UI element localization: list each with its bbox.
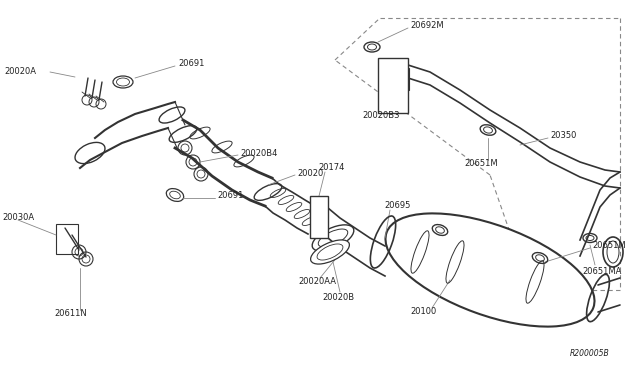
Text: 20695: 20695 — [384, 202, 410, 211]
Bar — [395, 68, 409, 90]
Text: 20692M: 20692M — [410, 22, 444, 31]
Text: R200005B: R200005B — [570, 349, 610, 358]
Bar — [310, 196, 328, 238]
Text: 20651M: 20651M — [592, 241, 626, 250]
Text: 20691: 20691 — [178, 60, 204, 68]
Text: 20174: 20174 — [318, 164, 344, 173]
Bar — [56, 224, 78, 254]
Text: 20020B3: 20020B3 — [362, 112, 399, 121]
Text: 20100: 20100 — [410, 308, 436, 317]
Text: 20020A: 20020A — [4, 67, 36, 77]
Text: 20611N: 20611N — [54, 308, 87, 317]
Text: 20020B: 20020B — [322, 294, 354, 302]
Text: 20350: 20350 — [550, 131, 577, 141]
Bar — [378, 58, 408, 113]
Text: 20020AA: 20020AA — [298, 278, 336, 286]
Text: 20651M: 20651M — [464, 160, 498, 169]
Text: 20020B4: 20020B4 — [240, 148, 277, 157]
Text: 20020: 20020 — [297, 169, 323, 177]
Ellipse shape — [310, 240, 349, 264]
Text: 20030A: 20030A — [2, 214, 34, 222]
Ellipse shape — [385, 214, 595, 327]
Text: 20651MA: 20651MA — [582, 267, 621, 276]
Text: 20691: 20691 — [217, 192, 243, 201]
